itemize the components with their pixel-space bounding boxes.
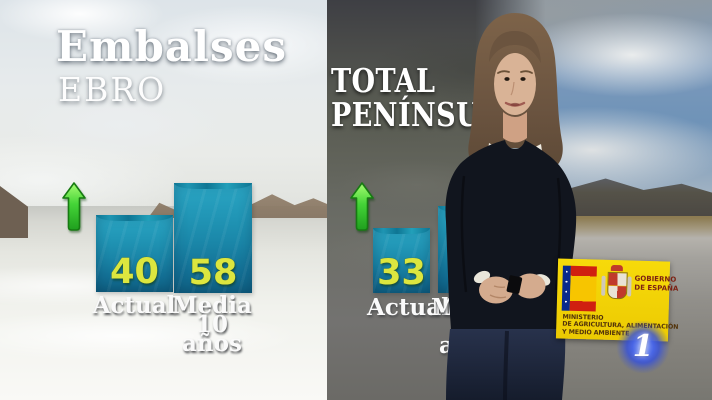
bar-label-media: Media 10 años: [166, 294, 258, 355]
presenter-hand-left: [479, 276, 513, 304]
spain-eu-flag-icon: [561, 265, 597, 312]
presenter-face: [494, 53, 536, 115]
bar-value: 58: [188, 253, 238, 293]
presenter-clicker: [506, 275, 523, 294]
sky-left-background: [0, 0, 332, 222]
bar-peninsula-actual: 33: [373, 228, 430, 293]
middle-chart-title-line1: TOTAL: [331, 61, 436, 100]
bar-value: 40: [110, 252, 159, 292]
coat-of-arms-icon: [600, 264, 633, 317]
bar-value: 33: [377, 253, 426, 293]
presenter-hand-right: [514, 273, 546, 299]
bar-label-media-line1: Media: [172, 292, 252, 319]
trend-up-arrow-icon: [350, 181, 374, 232]
bar-label-actual: Actual: [92, 292, 176, 319]
channel-number: 1: [632, 328, 654, 364]
government-label: GOBIERNO DE ESPAÑA: [634, 275, 679, 294]
presenter-figure: [445, 13, 577, 400]
bar-label-actual: Actual: [367, 294, 450, 321]
trend-up-arrow-icon: [62, 181, 86, 232]
left-chart-title: Embalses: [56, 22, 288, 71]
bar-ebro-actual: 40: [96, 215, 173, 292]
government-line2: DE ESPAÑA: [634, 283, 679, 293]
bar-label-media-line2: 10 años: [182, 311, 242, 357]
spanish-flag: [569, 265, 597, 312]
bar-ebro-media: 58: [174, 183, 252, 293]
channel-la1-logo: 1: [615, 321, 671, 373]
left-chart-subtitle: EBRO: [58, 70, 167, 109]
